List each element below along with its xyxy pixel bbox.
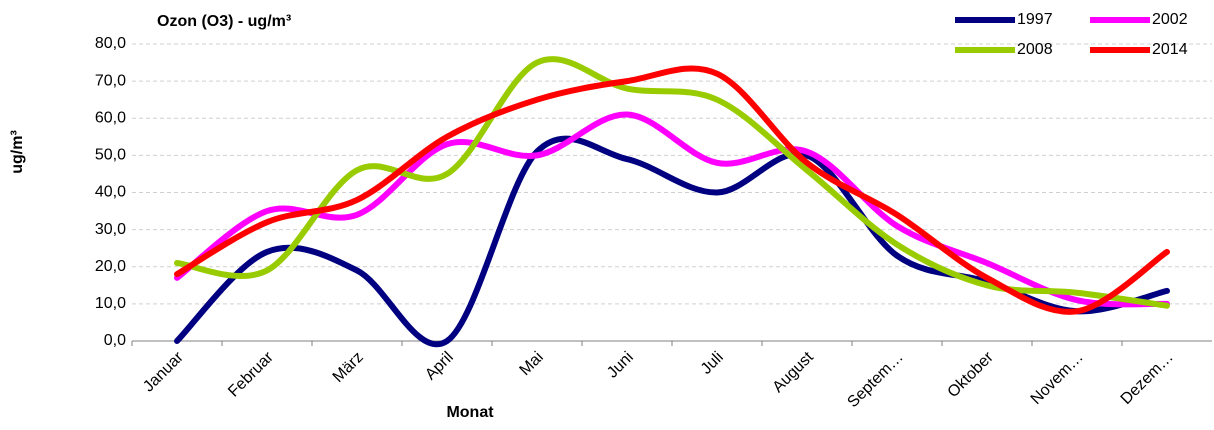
series-line	[174, 56, 1170, 309]
series-line	[174, 111, 1170, 308]
y-tick-label: 60,0	[95, 109, 126, 126]
legend-label: 2008	[1017, 41, 1053, 58]
x-tick-label: Juni	[604, 349, 637, 382]
x-tick-label: April	[422, 349, 457, 384]
x-tick-label: August	[770, 348, 818, 396]
y-tick-label: 70,0	[95, 72, 126, 89]
x-tick-label: Juli	[698, 349, 727, 378]
y-tick-label: 40,0	[95, 184, 126, 201]
y-tick-label: 80,0	[95, 35, 126, 52]
y-tick-label: 50,0	[95, 147, 126, 164]
x-tick-label: Mai	[517, 349, 547, 379]
y-axis-label: ug/m³	[9, 130, 26, 174]
x-tick-label: Oktober	[945, 348, 998, 401]
series-line	[174, 65, 1170, 315]
series-line	[174, 135, 1170, 347]
y-tick-label: 20,0	[95, 258, 126, 275]
legend-label: 2002	[1152, 11, 1188, 28]
x-tick-label: Septem…	[844, 349, 906, 411]
x-axis-label: Monat	[446, 404, 494, 421]
y-tick-label: 10,0	[95, 295, 126, 312]
x-tick-label: März	[330, 349, 367, 386]
legend-label: 2014	[1152, 41, 1188, 58]
y-tick-label: 30,0	[95, 221, 126, 238]
legend-label: 1997	[1017, 11, 1053, 28]
chart-title: Ozon (O3) - ug/m³	[157, 13, 291, 30]
x-tick-label: Februar	[225, 348, 277, 400]
x-tick-label: Novem…	[1028, 349, 1087, 408]
x-tick-label: Dezem…	[1118, 349, 1177, 408]
x-tick-label: Januar	[140, 348, 187, 395]
y-tick-label: 0,0	[104, 332, 126, 349]
